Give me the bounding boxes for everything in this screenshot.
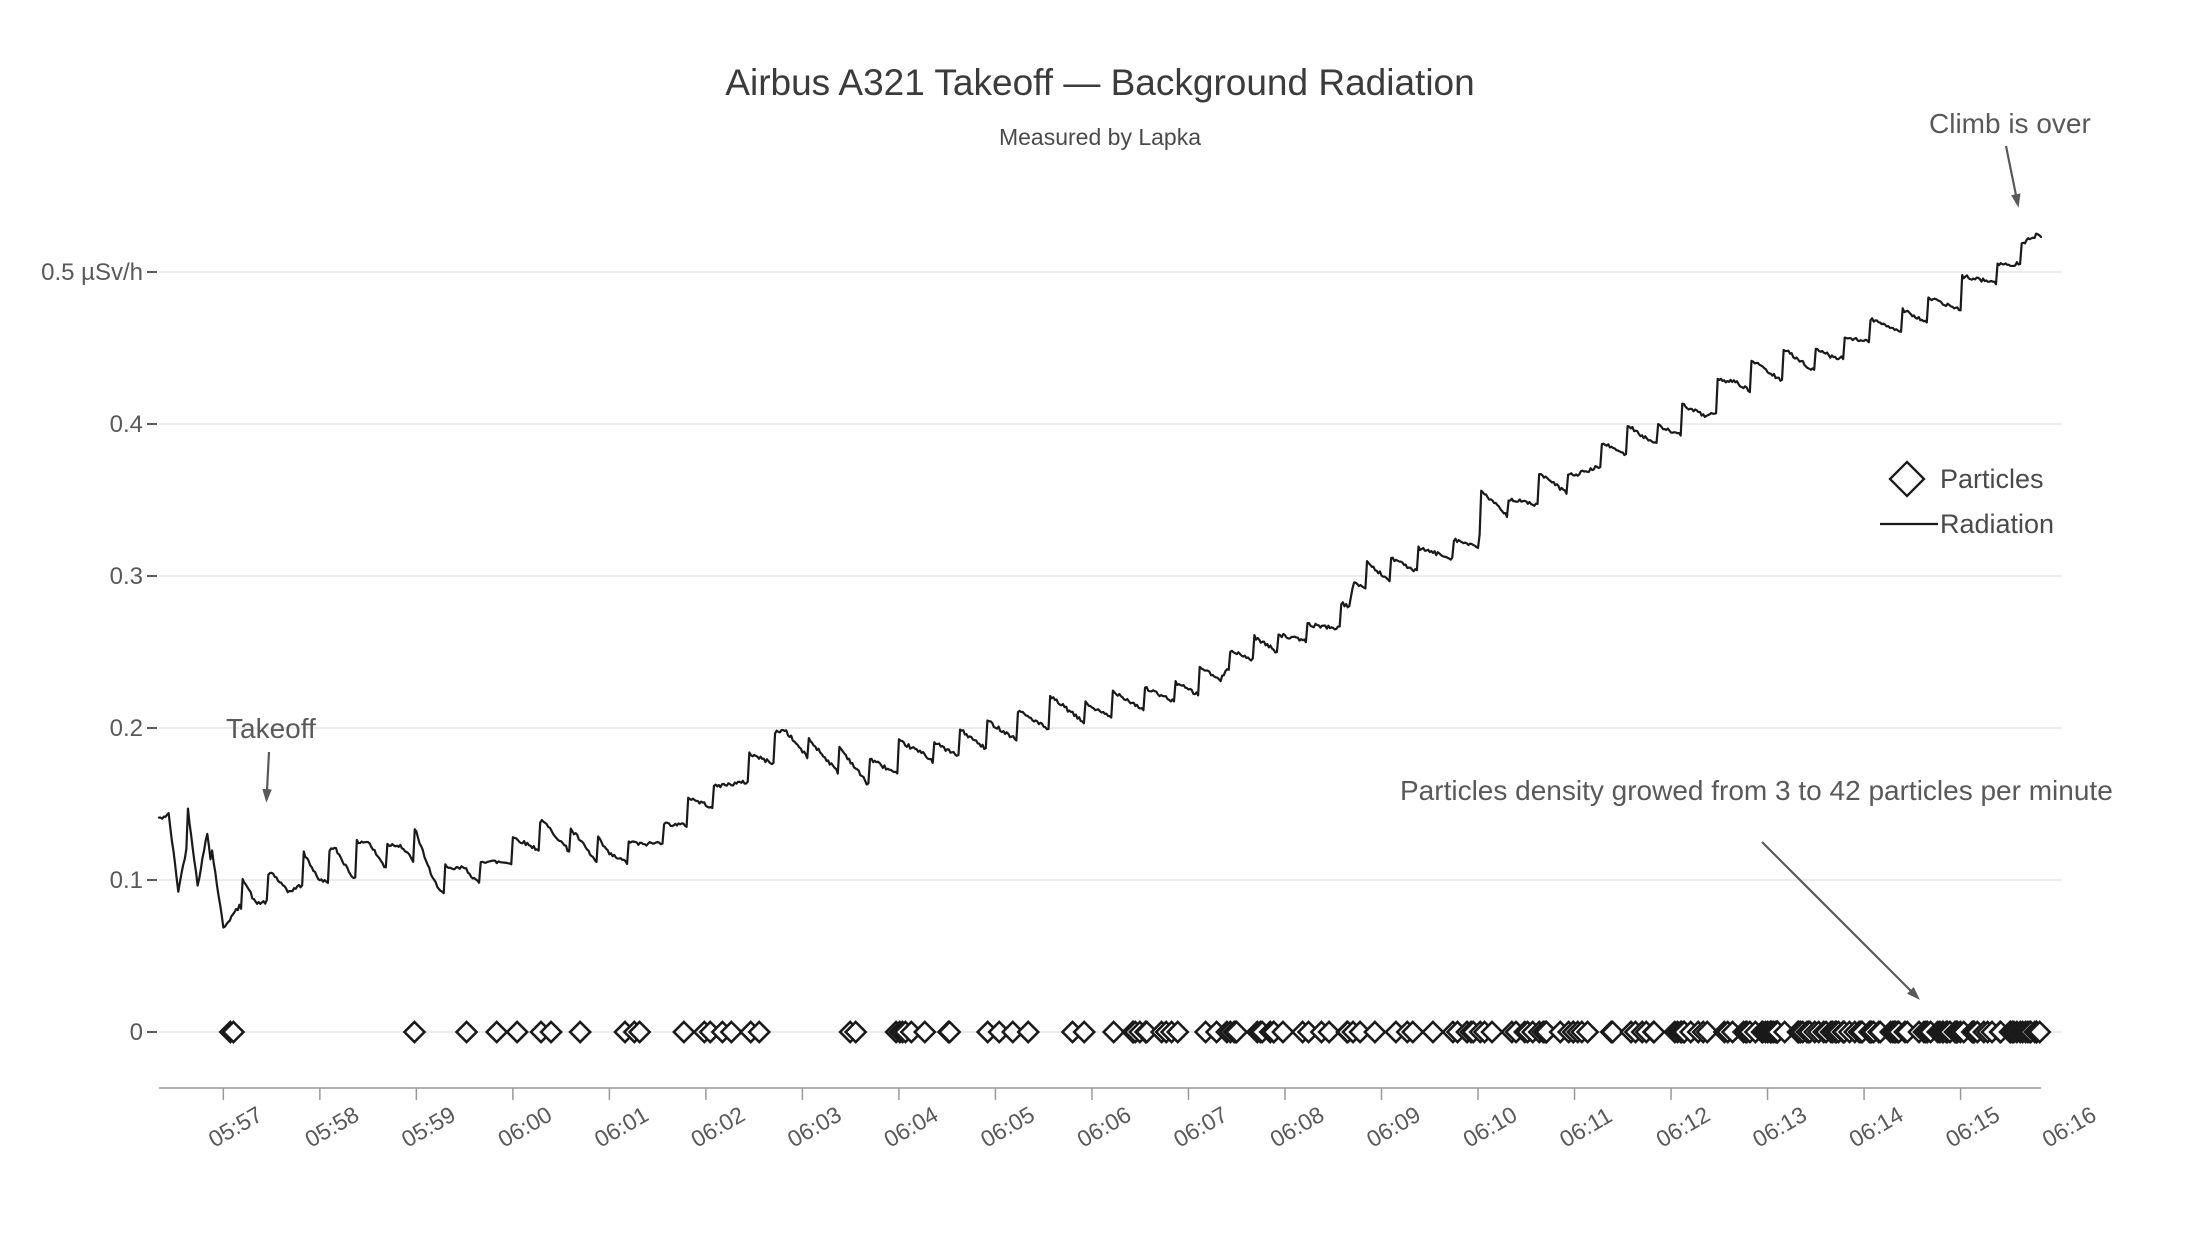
svg-text:Takeoff: Takeoff <box>226 713 316 744</box>
svg-text:06:12: 06:12 <box>1652 1101 1715 1152</box>
svg-text:06:01: 06:01 <box>590 1101 653 1152</box>
svg-text:05:59: 05:59 <box>397 1101 460 1152</box>
svg-text:0.4: 0.4 <box>110 411 143 438</box>
svg-text:06:02: 06:02 <box>686 1101 749 1152</box>
svg-text:06:15: 06:15 <box>1941 1101 2004 1152</box>
svg-text:0.1: 0.1 <box>110 867 143 894</box>
svg-text:0.5 µSv/h: 0.5 µSv/h <box>41 259 143 286</box>
svg-text:06:11: 06:11 <box>1555 1102 1616 1152</box>
svg-text:06:10: 06:10 <box>1459 1101 1522 1152</box>
svg-text:06:09: 06:09 <box>1362 1101 1425 1152</box>
svg-text:06:03: 06:03 <box>783 1101 846 1152</box>
svg-text:Climb is over: Climb is over <box>1929 108 2091 139</box>
svg-text:0.3: 0.3 <box>110 563 143 590</box>
svg-text:06:13: 06:13 <box>1748 1101 1811 1152</box>
svg-text:Particles: Particles <box>1940 464 2044 494</box>
svg-text:06:05: 06:05 <box>976 1101 1039 1152</box>
svg-text:Particles density growed from: Particles density growed from 3 to 42 pa… <box>1400 775 2113 806</box>
svg-text:0: 0 <box>130 1019 143 1046</box>
svg-text:Radiation: Radiation <box>1940 509 2054 539</box>
svg-text:06:08: 06:08 <box>1265 1101 1328 1152</box>
svg-text:06:16: 06:16 <box>2038 1101 2101 1152</box>
svg-text:06:07: 06:07 <box>1169 1101 1232 1152</box>
svg-text:05:58: 05:58 <box>300 1101 363 1152</box>
svg-text:05:57: 05:57 <box>204 1101 267 1152</box>
svg-text:06:06: 06:06 <box>1072 1101 1135 1152</box>
svg-text:06:00: 06:00 <box>493 1101 556 1152</box>
svg-text:06:04: 06:04 <box>879 1101 942 1152</box>
svg-text:06:14: 06:14 <box>1845 1101 1908 1152</box>
svg-text:0.2: 0.2 <box>110 715 143 742</box>
